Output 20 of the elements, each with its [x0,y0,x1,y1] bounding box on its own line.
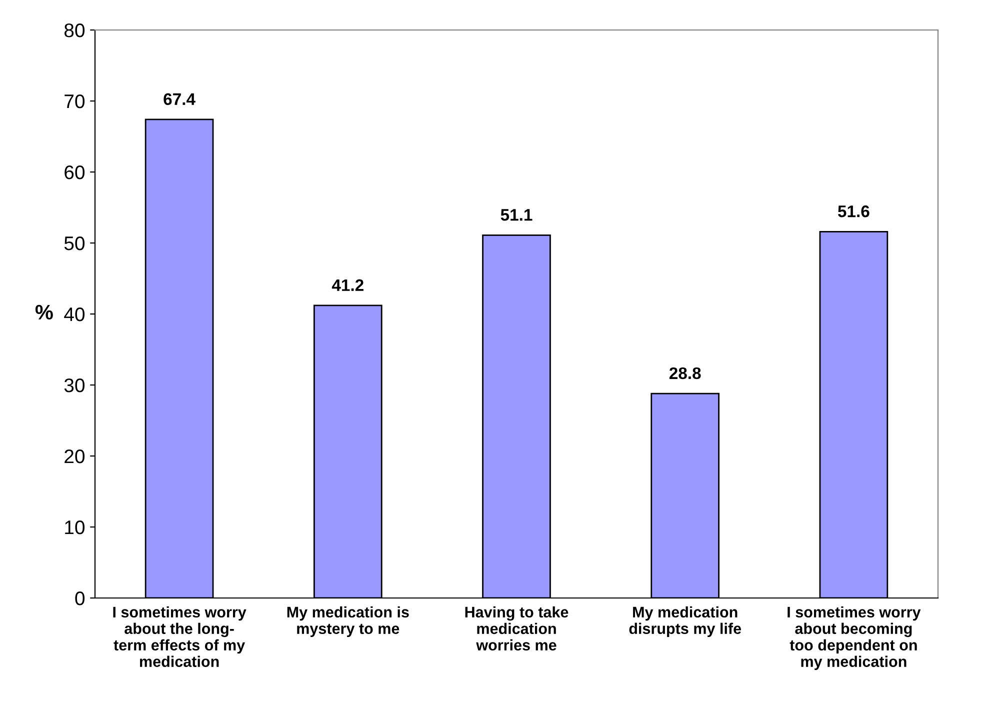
data-label: 51.6 [838,205,870,218]
x-tick-label: I sometimes worry about the long- term effects of my medication [113,606,246,667]
y-tick-label: 40 [64,307,85,322]
y-tick-label: 70 [64,94,85,108]
data-label: 67.4 [164,93,196,106]
y-axis-title: % [35,304,53,320]
y-tick-label: 0 [75,591,85,606]
y-tick-label: 20 [64,449,85,464]
data-label: 28.8 [669,367,701,380]
x-tick-label: My medication disrupts my life [629,606,742,638]
x-tick-label: Having to take medication worries me [465,606,568,651]
data-label: 41.2 [332,279,364,291]
x-tick-label: I sometimes worry about becoming too dependent on my medication [788,606,921,670]
y-tick-label: 10 [65,520,85,534]
y-tick-label: 30 [64,378,85,392]
x-tick-label: My medication is mystery to me [287,606,409,638]
y-tick-label: 80 [64,23,85,38]
y-tick-label: 50 [64,236,85,250]
data-label: 51.1 [500,209,532,221]
y-tick-label: 60 [64,165,85,180]
